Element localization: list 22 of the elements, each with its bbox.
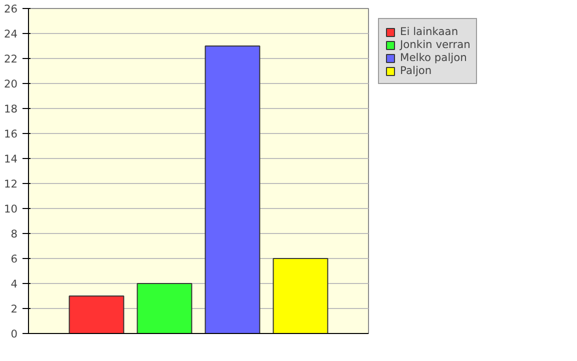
- y-tick-label: 18: [4, 102, 18, 116]
- y-tick-label: 24: [4, 28, 18, 40]
- y-tick-label: 14: [4, 152, 18, 166]
- y-tick-label: 6: [10, 252, 18, 266]
- y-tick-label: 20: [4, 78, 18, 90]
- y-tick-label: 22: [4, 52, 18, 66]
- y-tick-label: 10: [4, 202, 18, 216]
- y-tick-label: 16: [4, 128, 18, 140]
- y-tick-label: 4: [10, 278, 18, 290]
- bar: [204, 46, 260, 334]
- legend-label: Ei lainkaan: [400, 25, 458, 38]
- legend-label: Paljon: [400, 64, 432, 77]
- y-tick-label: 2: [10, 302, 18, 316]
- y-tick-label: 8: [10, 228, 18, 240]
- legend-label: Jonkin verran: [400, 38, 470, 51]
- y-tick-label: 0: [10, 328, 18, 340]
- y-tick-label: 12: [4, 178, 18, 190]
- bar: [68, 296, 124, 334]
- y-tick-label: 26: [4, 2, 18, 16]
- legend-label: Melko paljon: [400, 51, 467, 64]
- bar: [136, 283, 192, 334]
- bar: [272, 258, 328, 334]
